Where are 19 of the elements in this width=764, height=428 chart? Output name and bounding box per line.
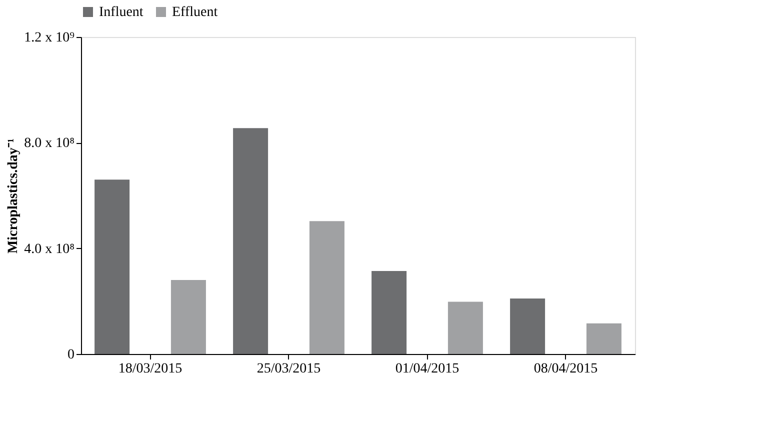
x-tick-label: 08/04/2015: [534, 362, 598, 376]
bar: [233, 128, 268, 354]
bar: [170, 280, 206, 354]
y-tick-label: 1.2 x 10⁹: [24, 30, 75, 46]
y-tick-label: 4.0 x 10⁸: [24, 242, 75, 257]
legend-label: Effluent: [172, 5, 218, 20]
x-tick-label: 18/03/2015: [118, 362, 182, 376]
y-axis-title: Microplastics.day⁻¹: [6, 138, 22, 254]
bar: [309, 221, 344, 354]
y-tick-label: 8.0 x 10⁸: [24, 136, 75, 152]
bar: [586, 323, 622, 354]
legend-label: Influent: [99, 5, 144, 20]
bar: [94, 180, 130, 354]
bar: [448, 302, 483, 354]
bar: [372, 271, 407, 354]
bar: [510, 298, 546, 354]
y-tick-label: 0: [68, 348, 74, 362]
x-tick-label: 01/04/2015: [395, 362, 460, 376]
x-tick-label: 25/03/2015: [256, 362, 321, 376]
